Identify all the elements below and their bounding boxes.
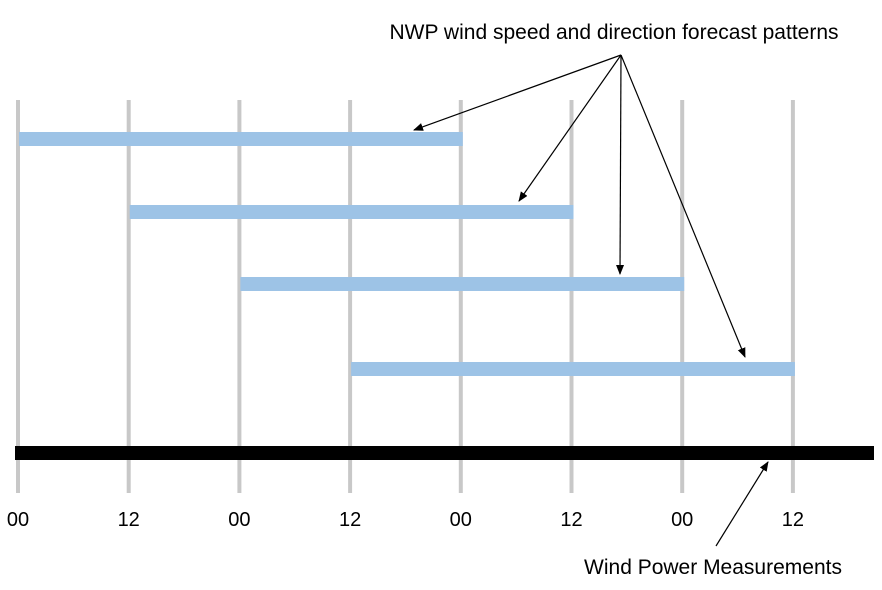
forecast-annotation-arrow — [616, 54, 625, 275]
forecast-annotation-arrow — [518, 54, 622, 202]
tick-labels: 00 12 00 12 00 12 00 12 — [7, 509, 804, 531]
gridlines — [16, 100, 795, 493]
time-tick-label: 00 — [228, 509, 250, 531]
forecast-window-bar — [351, 362, 795, 376]
annotation-arrows — [413, 54, 769, 547]
forecast-window-bar — [240, 277, 685, 291]
measurement-bar — [15, 446, 874, 460]
time-tick-label: 00 — [7, 509, 29, 531]
forecast-bars — [19, 132, 795, 376]
time-tick-label: 12 — [560, 509, 582, 531]
forecast-annotation-arrow — [620, 54, 746, 358]
time-tick-label: 12 — [118, 509, 140, 531]
time-tick-label: 12 — [339, 509, 361, 531]
time-tick-label: 12 — [782, 509, 804, 531]
time-tick-label: 00 — [450, 509, 472, 531]
measurement-annotation-arrow — [715, 461, 769, 547]
forecast-annotation-arrow — [413, 54, 622, 131]
measurements-caption: Wind Power Measurements — [584, 556, 842, 579]
forecast-window-bar — [19, 132, 463, 146]
forecast-window-bar — [129, 205, 574, 219]
diagram-title: NWP wind speed and direction forecast pa… — [389, 21, 838, 44]
time-tick-label: 00 — [671, 509, 693, 531]
measurement-bar-group — [15, 446, 874, 460]
